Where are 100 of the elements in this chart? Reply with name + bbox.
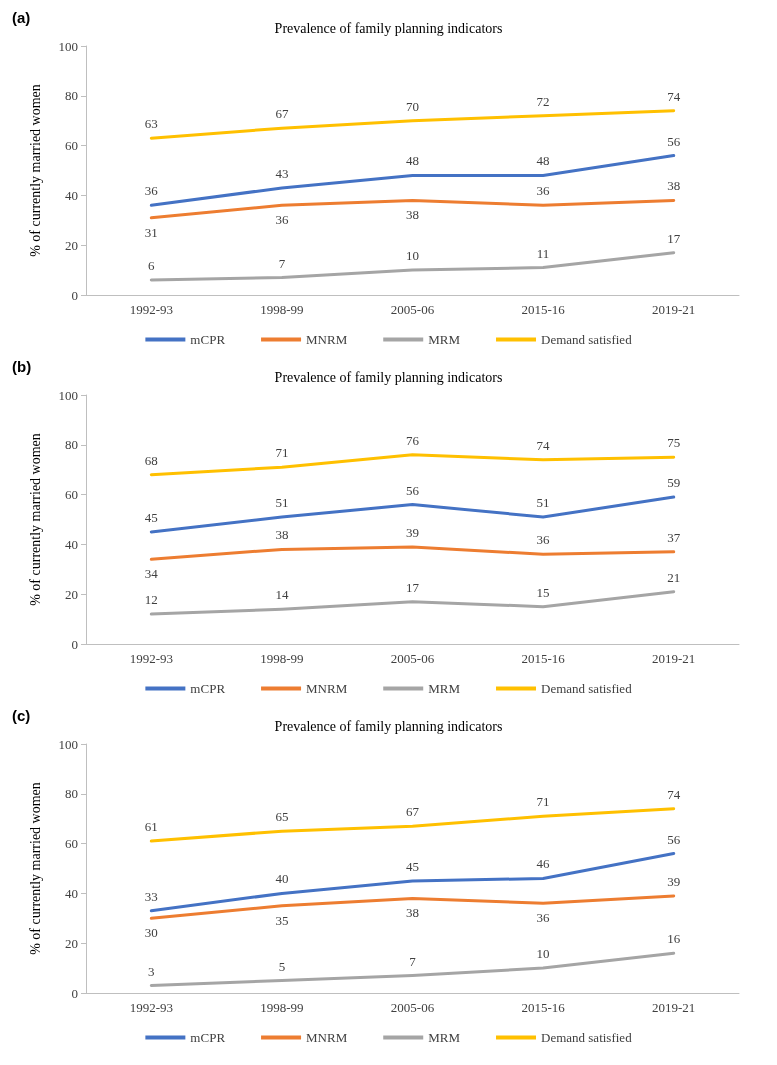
data-label: 71 [536,794,550,810]
data-label: 40 [275,871,289,887]
data-label: 10 [406,248,419,264]
data-label: 3 [148,963,155,979]
x-tick-label: 2019-21 [652,302,696,317]
data-label: 74 [667,88,681,104]
line-series [149,951,676,988]
data-label: 56 [667,133,681,149]
data-label: 71 [275,445,289,461]
x-tick-label: 2005-06 [390,651,435,666]
data-label: 15 [536,584,550,600]
data-label: 67 [406,804,420,820]
y-tick-label: 60 [65,138,78,154]
data-label: 14 [275,587,289,603]
data-label: 46 [536,856,551,872]
data-label: 39 [667,873,681,889]
data-label: 38 [275,527,289,543]
y-tick-label: 100 [58,38,78,54]
data-label: 74 [536,437,551,453]
y-tick-label: 40 [65,187,78,203]
y-tick-label: 100 [58,387,78,403]
y-tick-label: 60 [65,487,78,503]
data-label: 72 [536,93,550,109]
data-label: 67 [275,106,289,122]
legend-label: Demand satisfied [541,1030,633,1045]
data-label: 70 [406,98,419,114]
data-label: 45 [144,509,158,525]
y-tick-label: 80 [65,786,78,802]
data-label: 36 [536,532,551,548]
chart-title: Prevalence of family planning indicators [274,369,503,385]
x-tick-label: 2005-06 [390,1000,435,1015]
data-label: 76 [406,432,420,448]
y-tick-label: 60 [65,836,78,852]
y-tick-label: 40 [65,536,78,552]
line-series [149,545,676,561]
x-tick-label: 2015-16 [521,651,566,666]
data-label: 45 [406,858,419,874]
data-label: 35 [275,912,289,928]
data-label: 56 [406,482,420,498]
data-label: 63 [144,116,158,132]
text: (c) [12,707,31,724]
y-tick-label: 20 [65,237,78,253]
data-label: 30 [144,925,158,941]
data-label: 38 [667,178,681,194]
y-tick-label: 20 [65,935,78,951]
x-tick-label: 1998-99 [260,651,304,666]
data-label: 36 [536,910,551,926]
data-label: 34 [144,566,159,582]
x-tick-label: 2005-06 [390,302,435,317]
legend-label: MRM [428,332,461,347]
data-label: 33 [144,888,158,904]
y-tick-label: 0 [71,287,78,303]
legend-label: mCPR [190,332,226,347]
data-label: 11 [536,245,550,261]
data-label: 5 [278,958,286,974]
data-label: 6 [148,258,156,274]
line-series [149,251,676,282]
data-label: 74 [667,786,681,802]
data-label: 56 [667,831,681,847]
data-label: 7 [409,953,417,969]
legend-label: MRM [428,1030,461,1045]
x-tick-label: 1992-93 [129,1000,173,1015]
legend-label: MRM [428,681,461,696]
x-tick-label: 2015-16 [521,1000,566,1015]
data-label: 36 [144,183,159,199]
data-label: 61 [144,819,158,835]
data-label: 17 [667,230,681,246]
legend-label: Demand satisfied [541,681,633,696]
x-tick-label: 1992-93 [129,651,173,666]
y-tick-label: 20 [65,586,78,602]
y-tick-label: 80 [65,437,78,453]
y-tick-label: 0 [71,985,78,1001]
data-label: 59 [667,475,681,491]
y-axis-title: % of currently married women [27,84,43,257]
data-label: 51 [536,495,550,511]
y-tick-label: 40 [65,885,78,901]
data-label: 36 [536,183,551,199]
x-tick-label: 2019-21 [652,1000,696,1015]
data-label: 51 [275,495,289,511]
data-label: 36 [275,212,289,228]
legend-label: MNRM [306,1030,348,1045]
data-label: 7 [278,255,286,271]
data-label: 21 [667,569,681,585]
data-label: 16 [667,931,681,947]
chart-title: Prevalence of family planning indicators [274,718,503,734]
x-tick-label: 1998-99 [260,302,304,317]
data-label: 38 [406,905,419,921]
data-label: 31 [144,224,158,240]
data-label: 38 [406,207,419,223]
y-tick-label: 80 [65,88,78,104]
data-label: 10 [536,946,550,962]
legend-label: Demand satisfied [541,332,633,347]
x-tick-label: 1992-93 [129,302,173,317]
text: (b) [12,358,32,375]
data-label: 48 [406,153,419,169]
chart-title: Prevalence of family planning indicators [274,20,503,36]
y-axis-title: % of currently married women [27,433,43,606]
data-label: 48 [536,153,550,169]
legend-label: MNRM [306,681,348,696]
x-tick-label: 2015-16 [521,302,566,317]
